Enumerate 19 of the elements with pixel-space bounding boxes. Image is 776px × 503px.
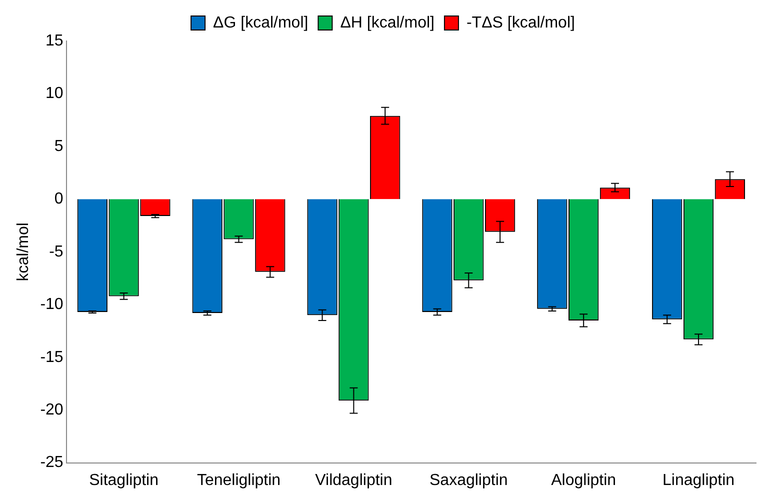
y-tick-label: -5 [49, 243, 64, 260]
x-tick-label: Vildagliptin [315, 472, 392, 489]
legend-label: ΔG [kcal/mol] [213, 14, 308, 32]
x-tick-label: Sitagliptin [89, 472, 158, 489]
legend-label: -TΔS [kcal/mol] [466, 14, 575, 32]
y-tick-label: -15 [40, 348, 64, 366]
y-tick-label: 10 [46, 85, 64, 102]
x-tick-label: Teneligliptin [196, 472, 281, 489]
x-tick-label: Saxagliptin [429, 472, 508, 489]
legend-label: ΔH [kcal/mol] [340, 14, 434, 32]
x-tick-label: Alogliptin [551, 472, 616, 489]
y-axis-title: kcal/mol [15, 222, 32, 282]
y-tick-label: -25 [40, 454, 64, 472]
y-tick-label: 5 [54, 138, 64, 155]
y-tick-label: -10 [40, 296, 64, 314]
x-tick-label: Linagliptin [662, 472, 735, 489]
y-tick-label: 15 [46, 32, 64, 50]
y-tick-label: -20 [40, 401, 64, 418]
y-tick-label: 0 [54, 190, 64, 208]
